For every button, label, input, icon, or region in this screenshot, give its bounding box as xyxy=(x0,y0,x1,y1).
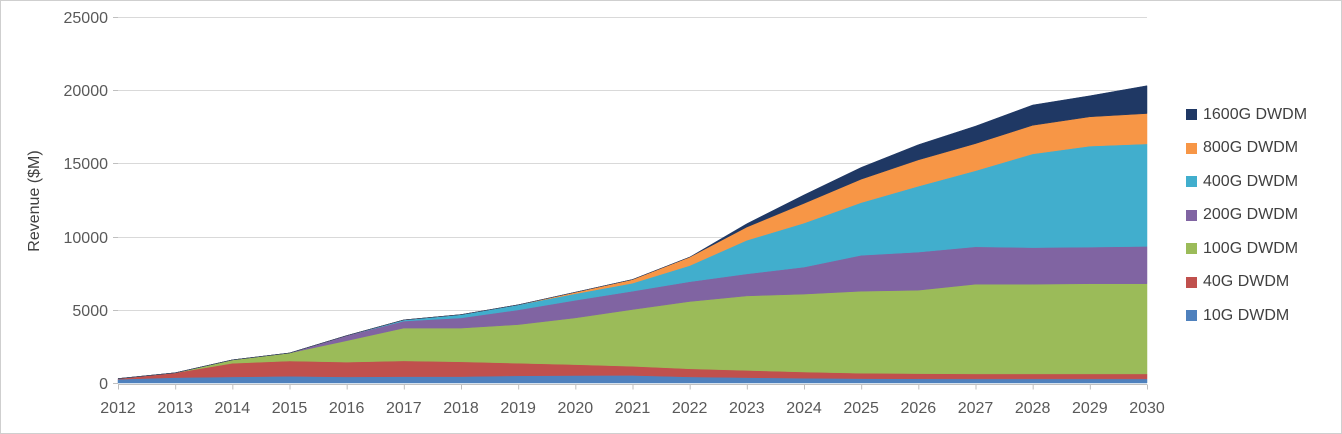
x-tick-labels: 2012 2013 2014 2015 2016 2017 2018 2019 2020 2021… xyxy=(100,400,1165,417)
y-axis-title: Revenue ($M) xyxy=(26,150,43,251)
legend-item-200g-dwdm: 200G DWDM xyxy=(1186,199,1307,233)
y-tick-labels: 0 5000 10000 15000 20000 25000 xyxy=(64,10,109,393)
legend-swatch-1600g-dwdm xyxy=(1186,109,1197,121)
x-tick-label-2029: 2029 xyxy=(1072,400,1108,417)
x-tick-label-2024: 2024 xyxy=(786,400,822,417)
x-tick-label-2014: 2014 xyxy=(215,400,251,417)
x-tick-label-2022: 2022 xyxy=(672,400,708,417)
stacked-areas xyxy=(117,85,1148,384)
legend-label-10g-dwdm: 10G DWDM xyxy=(1203,306,1290,324)
legend-label-100g-dwdm: 100G DWDM xyxy=(1203,239,1299,257)
x-tick-label-2028: 2028 xyxy=(1015,400,1051,417)
legend-swatch-40g-dwdm xyxy=(1186,276,1197,288)
y-tick-label-5000: 5000 xyxy=(72,303,108,320)
legend-swatch-400g-dwdm xyxy=(1186,176,1197,188)
legend-item-40g-dwdm: 40G DWDM xyxy=(1186,266,1307,300)
area-1600g-dwdm xyxy=(117,85,1148,379)
x-tick-label-2021: 2021 xyxy=(615,400,651,417)
legend-label-400g-dwdm: 400G DWDM xyxy=(1203,172,1299,190)
y-tick-label-25000: 25000 xyxy=(64,10,109,27)
legend-swatch-200g-dwdm xyxy=(1186,209,1197,221)
x-tick-label-2023: 2023 xyxy=(729,400,765,417)
legend-swatch-800g-dwdm xyxy=(1186,142,1197,154)
x-tick-label-2012: 2012 xyxy=(100,400,136,417)
chart-legend: 1600G DWDM 800G DWDM 400G DWDM 200G DWDM 100… xyxy=(1186,98,1307,333)
x-tick-label-2016: 2016 xyxy=(329,400,365,417)
y-tick-label-0: 0 xyxy=(99,376,108,393)
x-tick-label-2018: 2018 xyxy=(443,400,479,417)
x-tick-label-2025: 2025 xyxy=(843,400,879,417)
x-tick-label-2026: 2026 xyxy=(901,400,937,417)
legend-swatch-10g-dwdm xyxy=(1186,310,1197,322)
y-tick-label-10000: 10000 xyxy=(64,230,109,247)
legend-label-40g-dwdm: 40G DWDM xyxy=(1203,273,1290,291)
legend-label-200g-dwdm: 200G DWDM xyxy=(1203,206,1299,224)
x-tick-label-2020: 2020 xyxy=(558,400,594,417)
legend-item-100g-dwdm: 100G DWDM xyxy=(1186,232,1307,266)
axes xyxy=(113,17,1148,390)
legend-label-1600g-dwdm: 1600G DWDM xyxy=(1203,105,1308,123)
legend-swatch-100g-dwdm xyxy=(1186,243,1197,255)
x-tick-label-2019: 2019 xyxy=(500,400,536,417)
x-tick-label-2027: 2027 xyxy=(958,400,994,417)
x-tick-label-2015: 2015 xyxy=(272,400,308,417)
y-tick-label-15000: 15000 xyxy=(64,156,109,173)
legend-item-800g-dwdm: 800G DWDM xyxy=(1186,132,1307,166)
x-tick-label-2017: 2017 xyxy=(386,400,422,417)
legend-item-1600g-dwdm: 1600G DWDM xyxy=(1186,98,1307,132)
legend-item-400g-dwdm: 400G DWDM xyxy=(1186,165,1307,199)
legend-label-800g-dwdm: 800G DWDM xyxy=(1203,139,1299,157)
x-tick-label-2013: 2013 xyxy=(157,400,193,417)
legend-item-10g-dwdm: 10G DWDM xyxy=(1186,299,1307,333)
y-tick-label-20000: 20000 xyxy=(64,83,109,100)
x-tick-label-2030: 2030 xyxy=(1129,400,1165,417)
